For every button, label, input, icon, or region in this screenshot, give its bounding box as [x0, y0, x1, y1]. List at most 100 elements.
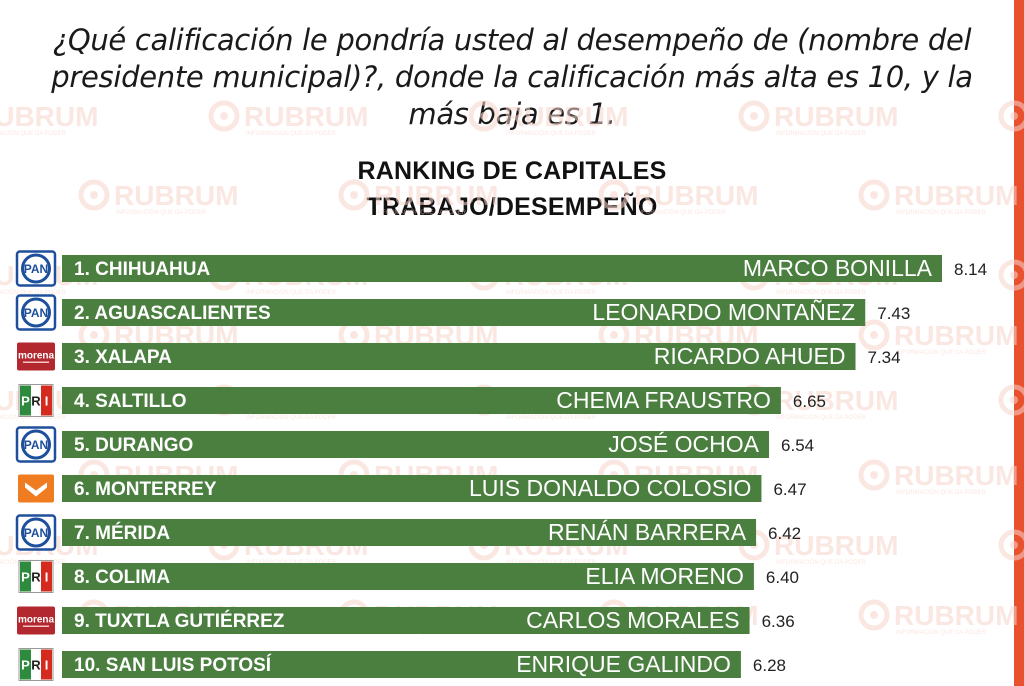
- bar: [62, 607, 750, 634]
- bar-category-label: 4. SALTILLO: [74, 391, 187, 412]
- svg-text:PAN: PAN: [24, 262, 48, 276]
- bar: [62, 475, 762, 502]
- svg-text:RUBRUM: RUBRUM: [244, 101, 368, 132]
- bar-value-label: 7.43: [877, 304, 910, 323]
- bar-name-label: LUIS DONALDO COLOSIO: [469, 475, 751, 501]
- svg-text:PAN: PAN: [24, 306, 48, 320]
- bars-layer: PAN 1. CHIHUAHUA MARCO BONILLA 8.14 PAN 2. AG…: [15, 250, 987, 681]
- svg-text:PAN: PAN: [24, 526, 48, 540]
- bar-name-label: CHEMA FRAUSTRO: [556, 387, 771, 413]
- svg-text:P: P: [21, 658, 30, 673]
- svg-text:RUBRUM: RUBRUM: [894, 180, 1018, 211]
- bar-category-label: 1. CHIHUAHUA: [74, 259, 210, 280]
- bar-name-label: ENRIQUE GALINDO: [516, 651, 731, 677]
- bar-row: P R I 8. COLIMA ELIA MORENO 6.40: [18, 560, 799, 593]
- bar-value-label: 6.47: [773, 480, 806, 499]
- bar: [62, 519, 757, 546]
- svg-text:morena: morena: [18, 351, 55, 362]
- svg-text:INFORMACIÓN QUE DA PODER: INFORMACIÓN QUE DA PODER: [376, 209, 467, 216]
- svg-text:I: I: [45, 658, 49, 673]
- svg-text:INFORMACIÓN QUE DA PODER: INFORMACIÓN QUE DA PODER: [776, 414, 867, 421]
- bar-name-label: ELIA MORENO: [585, 563, 743, 589]
- svg-text:INFORMACIÓN QUE DA PODER: INFORMACIÓN QUE DA PODER: [776, 130, 867, 137]
- accent-bar: [1014, 0, 1024, 686]
- bar-value-label: 6.36: [762, 612, 795, 631]
- bar-row: PAN 2. AGUASCALIENTES LEONARDO MONTAÑEZ 7.4…: [15, 294, 910, 331]
- party-logo-pan-icon: PAN: [15, 250, 57, 287]
- bar: [62, 563, 754, 590]
- svg-text:INFORMACIÓN QUE DA PODER: INFORMACIÓN QUE DA PODER: [506, 414, 597, 421]
- svg-text:INFORMACIÓN QUE DA PODER: INFORMACIÓN QUE DA PODER: [0, 130, 67, 137]
- svg-text:INFORMACIÓN QUE DA PODER: INFORMACIÓN QUE DA PODER: [506, 289, 597, 296]
- svg-text:P: P: [21, 570, 30, 585]
- bar-row: morena 3. XALAPA RICARDO AHUED 7.34: [17, 342, 901, 371]
- bar-category-label: 8. COLIMA: [74, 567, 170, 588]
- bar: [62, 431, 770, 458]
- bar-value-label: 8.14: [954, 260, 987, 279]
- svg-text:RUBRUM: RUBRUM: [634, 180, 758, 211]
- bar-category-label: 7. MÉRIDA: [74, 522, 170, 544]
- svg-text:PAN: PAN: [24, 438, 48, 452]
- svg-text:morena: morena: [18, 615, 55, 626]
- bar-value-label: 6.28: [753, 656, 786, 675]
- svg-text:INFORMACIÓN QUE DA PODER: INFORMACIÓN QUE DA PODER: [246, 130, 337, 137]
- bar-value-label: 6.42: [768, 524, 801, 543]
- bar: [62, 651, 741, 678]
- svg-text:R: R: [31, 658, 41, 673]
- bar: [62, 255, 942, 282]
- svg-text:INFORMACIÓN QUE DA PODER: INFORMACIÓN QUE DA PODER: [776, 559, 867, 566]
- svg-text:INFORMACIÓN QUE DA PODER: INFORMACIÓN QUE DA PODER: [776, 289, 867, 296]
- svg-text:RUBRUM: RUBRUM: [504, 101, 628, 132]
- party-logo-pan-icon: PAN: [15, 426, 57, 463]
- svg-text:INFORMACIÓN QUE DA PODER: INFORMACIÓN QUE DA PODER: [896, 489, 987, 496]
- svg-text:INFORMACIÓN QUE DA PODER: INFORMACIÓN QUE DA PODER: [0, 414, 67, 421]
- svg-text:I: I: [45, 394, 49, 409]
- bar: [62, 343, 856, 370]
- bar-name-label: RICARDO AHUED: [654, 343, 846, 369]
- bar-row: 6. MONTERREY LUIS DONALDO COLOSIO 6.47: [18, 474, 807, 503]
- svg-text:R: R: [31, 394, 41, 409]
- svg-text:RUBRUM: RUBRUM: [774, 530, 898, 561]
- bar-category-label: 3. XALAPA: [74, 347, 172, 368]
- svg-text:RUBRUM: RUBRUM: [894, 460, 1018, 491]
- party-logo-pan-icon: PAN: [15, 294, 57, 331]
- bar-value-label: 6.54: [781, 436, 814, 455]
- svg-text:RUBRUM: RUBRUM: [774, 101, 898, 132]
- svg-text:INFORMACIÓN QUE DA PODER: INFORMACIÓN QUE DA PODER: [116, 209, 207, 216]
- svg-text:INFORMACIÓN QUE DA PODER: INFORMACIÓN QUE DA PODER: [246, 289, 337, 296]
- bar-row: P R I 4. SALTILLO CHEMA FRAUSTRO 6.65: [18, 384, 826, 417]
- bar-name-label: MARCO BONILLA: [743, 255, 933, 281]
- svg-text:INFORMACIÓN QUE DA PODER: INFORMACIÓN QUE DA PODER: [896, 629, 987, 636]
- bar-value-label: 6.65: [793, 392, 826, 411]
- bar-row: PAN 5. DURANGO JOSÉ OCHOA 6.54: [15, 426, 814, 463]
- svg-text:INFORMACIÓN QUE DA PODER: INFORMACIÓN QUE DA PODER: [896, 349, 987, 356]
- svg-text:INFORMACIÓN QUE DA PODER: INFORMACIÓN QUE DA PODER: [506, 130, 597, 137]
- svg-text:RUBRUM: RUBRUM: [0, 101, 98, 132]
- bar-row: morena 9. TUXTLA GUTIÉRREZ CARLOS MORALES 6…: [17, 606, 795, 635]
- survey-question: ¿Qué calificación le pondría usted al de…: [51, 23, 973, 131]
- svg-text:RUBRUM: RUBRUM: [374, 180, 498, 211]
- svg-text:RUBRUM: RUBRUM: [774, 385, 898, 416]
- svg-text:P: P: [21, 394, 30, 409]
- bar-category-label: 2. AGUASCALIENTES: [74, 303, 271, 324]
- bar-name-label: RENÁN BARRERA: [548, 519, 747, 545]
- bar-row: P R I 10. SAN LUIS POTOSÍ ENRIQUE GALINDO 6.2…: [18, 648, 786, 681]
- party-logo-pan-icon: PAN: [15, 514, 57, 551]
